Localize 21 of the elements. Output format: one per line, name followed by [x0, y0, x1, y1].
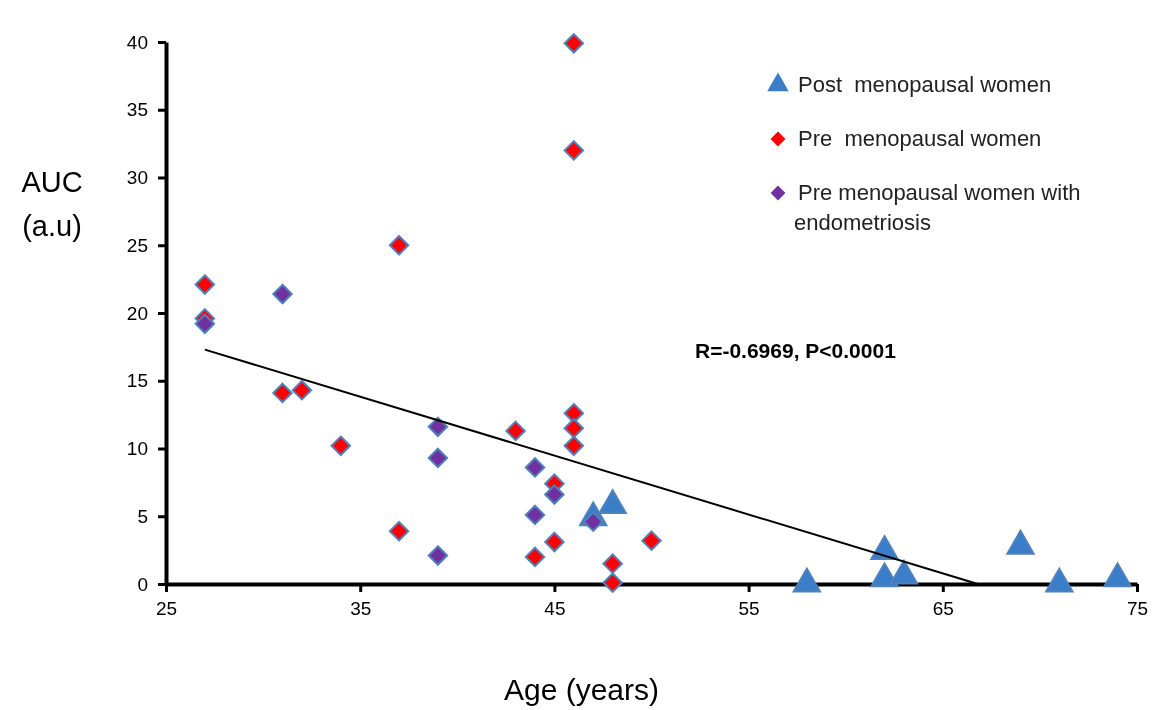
x-tick-label: 25 — [155, 598, 178, 620]
y-tick-label: 35 — [126, 99, 148, 121]
y-tick-label: 20 — [126, 302, 148, 324]
y-tick-label: 30 — [126, 167, 148, 189]
y-tick-label: 0 — [137, 573, 148, 595]
x-axis-title: Age (years) — [503, 673, 660, 706]
annotation: R=-0.6969, P<0.0001 — [695, 339, 897, 362]
y-tick-label: 15 — [126, 370, 148, 392]
y-tick-label: 10 — [126, 438, 148, 460]
x-tick-label: 75 — [1126, 598, 1149, 620]
y-axis-title: AUC (a.u) — [21, 166, 83, 242]
y-tick-label: 40 — [126, 31, 148, 53]
legend-label: Pre menopausal women with endometriosis — [794, 180, 1081, 235]
x-tick-label: 65 — [932, 598, 954, 620]
legend-label: Pre menopausal women — [798, 126, 1042, 151]
y-tick-label: 25 — [126, 234, 148, 256]
x-tick-label: 35 — [350, 598, 372, 620]
x-tick-label: 55 — [738, 598, 760, 620]
x-tick-label: 45 — [544, 598, 566, 620]
y-tick-label: 5 — [137, 505, 148, 527]
legend-label: Post menopausal women — [798, 72, 1052, 97]
